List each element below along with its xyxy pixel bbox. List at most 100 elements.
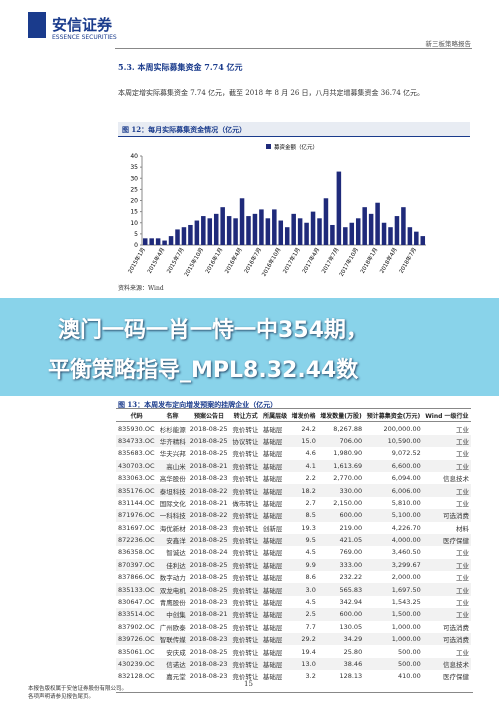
cell: 10,590.00 xyxy=(364,434,423,448)
cell: 华齐精科 xyxy=(157,434,188,448)
y-tick-label: 20 xyxy=(130,198,138,205)
cell: 工业 xyxy=(456,425,469,434)
rule xyxy=(115,48,472,49)
cell: 2018-08-25 xyxy=(189,622,228,631)
column-header: 代码 xyxy=(116,407,158,423)
cell: 竞价转让 xyxy=(232,623,259,632)
cell: 工业 xyxy=(456,599,469,608)
cell: 837866.OC xyxy=(118,573,155,582)
bar xyxy=(239,198,245,245)
cell: 600.00 xyxy=(317,509,365,522)
cell: 基础层 xyxy=(262,475,283,484)
cell: 565.83 xyxy=(317,583,365,596)
cell: 基础层 xyxy=(260,633,290,646)
cell: 706.00 xyxy=(317,434,365,448)
cell: 竞价转让 xyxy=(230,558,261,572)
cell: 基础层 xyxy=(260,459,290,472)
cell: 基础层 xyxy=(262,623,283,632)
x-tick-label: 2015年4月 xyxy=(145,246,166,275)
cell: 2018-08-25 xyxy=(187,533,231,547)
cell: 830647.OC xyxy=(118,598,155,607)
cell: 工业 xyxy=(422,434,471,448)
bar xyxy=(175,229,180,245)
cell: 835176.OC xyxy=(116,484,158,497)
bar xyxy=(278,220,284,245)
cell: 2018-08-23 xyxy=(189,672,228,681)
bar xyxy=(388,227,393,245)
bar xyxy=(265,218,271,245)
cell: 智联传媒 xyxy=(157,633,188,646)
column-header: 名称 xyxy=(157,407,188,423)
bar xyxy=(207,218,213,245)
cell: 9,072.52 xyxy=(391,449,421,458)
x-tick-label: 2015年1月 xyxy=(126,246,147,275)
cell: 34.29 xyxy=(317,633,365,646)
cell: 835683.OC xyxy=(118,449,155,458)
page-number: 15 xyxy=(244,680,253,688)
cell: 材料 xyxy=(456,524,469,533)
cell: 1,543.25 xyxy=(391,598,421,607)
cell: 835133.OC xyxy=(116,583,158,596)
logo-en: ESSENCE SECURITIES xyxy=(52,34,117,41)
cell: 2018-08-24 xyxy=(189,548,228,557)
cell: 高华股份 xyxy=(159,475,186,484)
column-header: 增发数量(万股) xyxy=(317,407,365,423)
cell: 基础层 xyxy=(262,648,283,657)
bar xyxy=(414,231,419,245)
cell: 工业 xyxy=(456,574,469,583)
cell: 8.5 xyxy=(289,509,318,522)
cell: 15.0 xyxy=(289,434,318,448)
y-tick-label: 35 xyxy=(130,164,138,171)
cell: 1,000.00 xyxy=(391,622,421,631)
cell: 2,000.00 xyxy=(391,573,421,582)
cell: 18.2 xyxy=(289,484,318,497)
bar xyxy=(162,240,167,245)
cell: 基础层 xyxy=(262,499,283,508)
cell: 2018-08-21 xyxy=(187,608,231,621)
cell: 海优新材 xyxy=(159,524,186,533)
cell: 基础层 xyxy=(260,533,290,547)
y-tick-label: 5 xyxy=(134,231,138,238)
cell: 833514.OC xyxy=(116,608,158,621)
cell: 1,980.90 xyxy=(333,449,363,458)
cell: 2018-08-25 xyxy=(189,647,228,656)
cell: 831697.OC xyxy=(118,523,155,532)
cell: 竞价转让 xyxy=(230,633,261,646)
cell: 基础层 xyxy=(262,549,283,558)
cell: 8,267.88 xyxy=(333,424,363,433)
x-tick-label: 2018年1月 xyxy=(358,246,379,275)
x-tick-label: 2016年7月 xyxy=(242,246,263,275)
cell: 竞价转让 xyxy=(232,599,259,608)
cell: 219.00 xyxy=(339,523,363,532)
bar xyxy=(149,238,154,245)
cell: 基础层 xyxy=(262,450,283,459)
cell: 839726.OC xyxy=(116,633,158,646)
bar xyxy=(252,213,258,245)
y-tick-label: 10 xyxy=(130,220,138,227)
cell: 835930.OC xyxy=(118,424,155,433)
bar xyxy=(343,227,348,245)
cell: 871976.OC xyxy=(116,509,158,522)
bar xyxy=(155,238,161,245)
cell: 2018-08-22 xyxy=(187,509,231,522)
cell: 421.05 xyxy=(317,533,365,547)
cell: 安鑫洋 xyxy=(157,533,188,547)
bar xyxy=(226,216,232,245)
cell: 基础层 xyxy=(260,434,290,448)
cell: 工业 xyxy=(422,484,471,497)
bar xyxy=(407,227,413,245)
cell: 医疗保健 xyxy=(422,533,471,547)
cell: 竞价转让 xyxy=(230,484,261,497)
cell: 安庆成 xyxy=(166,648,186,657)
column-header: 所属层级 xyxy=(260,407,290,423)
cell: 1,000.00 xyxy=(364,633,423,646)
cell: 2018-08-23 xyxy=(189,523,228,532)
bar xyxy=(375,202,380,245)
cell: 可选消费 xyxy=(422,633,471,646)
cell: 6,094.00 xyxy=(391,474,421,483)
cell: 1,500.00 xyxy=(364,608,423,621)
column-header: 转让方式 xyxy=(230,407,261,423)
cell: 333.00 xyxy=(317,558,365,572)
bar xyxy=(317,218,322,245)
cell: 基础层 xyxy=(262,425,283,434)
